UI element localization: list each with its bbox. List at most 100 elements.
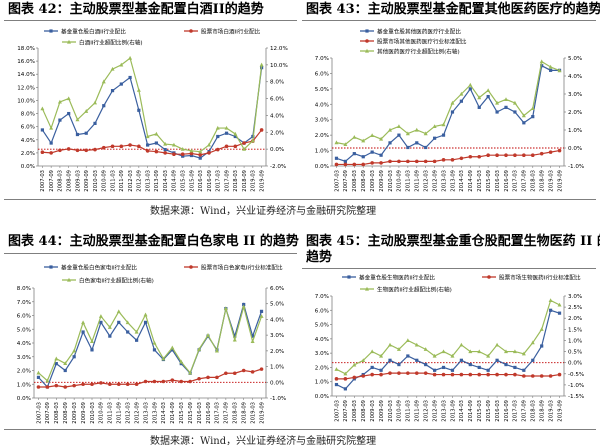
c43-series-0-point-24 [549, 68, 553, 72]
c45-series-1-point-17 [486, 372, 490, 377]
c45-series-0-point-4 [370, 365, 374, 370]
c42-xtick-label-22: 2018-03 [233, 170, 239, 192]
chart-45-title-line1: 图表 45：主动股票型基金重仓股配置生物医药 II 的 [306, 234, 600, 249]
c45-series-1-point-5 [379, 372, 383, 377]
c42-series-0-point-0 [40, 128, 44, 132]
c44-series-0-point-16 [179, 362, 183, 366]
legend-marker-c42-1-0 [67, 39, 71, 44]
c42-series-2-point-18 [198, 149, 203, 154]
c44-xtick-label-1: 2007-09 [45, 402, 51, 424]
c44-series-1-point-2 [54, 383, 59, 388]
c42-series-1-point-3 [66, 147, 71, 151]
c42-xtick-label-19: 2016-09 [207, 170, 213, 192]
c45-series-2-point-14 [459, 342, 464, 347]
c45-xtick-label-25: 2019-09 [557, 400, 563, 422]
c43-ytick-label-right-3: 2.0% [568, 110, 582, 116]
c42-series-2-point-14 [163, 141, 168, 146]
c42-series-0-point-21 [224, 131, 229, 135]
c44-series-0-point-7 [99, 320, 103, 324]
c44-ytick-label-left-1: 1.0% [17, 382, 31, 388]
c45-xtick-label-10: 2012-03 [423, 400, 429, 422]
c44-xtick-label-7: 2010-09 [99, 402, 105, 424]
c43-series-2-point-5 [379, 136, 384, 141]
c45-series-2-point-18 [495, 342, 500, 347]
c44-xtick-label-3: 2008-09 [63, 402, 69, 424]
c42-series-2-point-11 [136, 87, 141, 92]
c45-xtick-label-21: 2017-09 [522, 400, 528, 422]
c42-series-1-point-0 [40, 150, 45, 155]
c44-series-2-line [38, 304, 263, 382]
c45-series-1-point-8 [406, 371, 410, 375]
c45-series-2-point-25 [557, 302, 562, 307]
c42-ytick-label-right-1: 0.0% [270, 147, 284, 153]
c42-xtick-label-18: 2016-03 [198, 170, 204, 192]
c44-series-1-point-23 [241, 368, 246, 373]
c43-xtick-label-20: 2017-03 [513, 170, 519, 192]
c43-ytick-label-right-5: 4.0% [568, 74, 582, 80]
c45-series-1-point-11 [432, 372, 437, 377]
c42-series-2-point-9 [119, 62, 124, 67]
c43-series-1-point-17 [486, 153, 490, 157]
c45-ytick-label-right-0: -1.5% [568, 394, 584, 400]
c44-series-2-point-8 [107, 325, 112, 329]
c45-series-0-point-19 [504, 362, 508, 367]
c43-ytick-label-right-2: 1.0% [568, 128, 582, 134]
c42-series-1-point-1 [49, 151, 53, 155]
chart-44: 基金重仓股白色家电II行业配比 股票市场白色家电II行业标准配比白色家电II行业超… [17, 264, 286, 424]
c44-ytick-label-left-2: 2.0% [17, 369, 31, 375]
c44-xtick-label-14: 2014-03 [161, 402, 167, 424]
c44-series-2-point-6 [90, 339, 94, 344]
c42-series-2-point-4 [75, 117, 80, 122]
c44-series-1-point-25 [259, 367, 264, 371]
c45-xtick-label-17: 2015-09 [486, 400, 492, 422]
c43-xtick-label-5: 2009-09 [379, 170, 385, 192]
c42-series-2-point-6 [93, 100, 97, 105]
legend-marker-c42-0-0 [49, 29, 53, 33]
c43-series-2-point-24 [548, 64, 553, 69]
c45-series-2-point-20 [512, 349, 517, 354]
c45-series-0-point-20 [513, 365, 517, 370]
legend-label-c43-1-0: 股票市场其他医药医疗行业标准配比 [377, 38, 467, 46]
c44-ytick-label-left-0: 0.0% [17, 396, 31, 402]
legend-label-c42-1-0: 白酒II行业超配比例(右轴) [79, 39, 143, 47]
c43-series-0-point-0 [334, 156, 339, 160]
c43-series-2-point-7 [396, 124, 401, 128]
c45-xtick-label-4: 2009-03 [370, 400, 376, 422]
c43-series-1-point-15 [468, 154, 473, 159]
c44-xtick-label-22: 2018-03 [233, 402, 239, 424]
c43-series-1-point-19 [504, 153, 508, 157]
chart-44-title: 图表 44：主动股票型基金配置白色家电 II 的趋势 [8, 234, 299, 249]
c44-series-1-line [38, 368, 262, 388]
c45-xtick-label-8: 2011-03 [406, 400, 412, 422]
c45-series-2-line [336, 299, 560, 375]
source-rule-bottom [4, 429, 596, 430]
c45-series-2-point-2 [352, 362, 357, 367]
c43-xtick-label-10: 2012-03 [423, 170, 429, 192]
c44-series-1-point-24 [250, 370, 255, 374]
c45-series-2-point-1 [343, 371, 348, 376]
c42-series-1-point-23 [242, 141, 246, 145]
c43-ytick-label-right-6: 5.0% [568, 56, 582, 62]
c45-xtick-label-2: 2008-03 [352, 400, 358, 422]
c44-series-2-point-23 [241, 304, 246, 309]
c42-ytick-label-right-5: 8.0% [270, 80, 284, 86]
c45-series-1-point-20 [513, 372, 517, 377]
legend-label-c45-0-1: 股票市场生物医药II行业标准配比 [499, 274, 581, 282]
c43-xtick-label-24: 2019-03 [548, 170, 554, 192]
source-note-top: 数据来源：Wind，兴业证券经济与金融研究院整理 [150, 206, 377, 217]
legend-label-c44-1-0: 白色家电II行业超配比例(右轴) [79, 277, 154, 285]
c42-ytick-label-left-9: 18.0% [17, 46, 35, 52]
c42-series-0-point-16 [181, 154, 185, 158]
c43-series-0-point-22 [531, 115, 535, 119]
c45-series-0-point-9 [415, 358, 419, 362]
c45-xtick-label-18: 2016-03 [495, 400, 501, 422]
chart-42-title-rule [4, 20, 297, 21]
c43-xtick-label-3: 2008-09 [361, 170, 367, 192]
c43-series-0-point-9 [415, 141, 419, 145]
c44-series-0-point-6 [90, 348, 94, 352]
c43-series-2-point-12 [441, 122, 446, 127]
c44-xtick-label-21: 2017-09 [224, 402, 230, 424]
c43-ytick-label-left-6: 6.0% [315, 71, 329, 77]
c43-xtick-label-2: 2008-03 [352, 170, 358, 192]
c44-series-2-point-21 [223, 306, 228, 311]
